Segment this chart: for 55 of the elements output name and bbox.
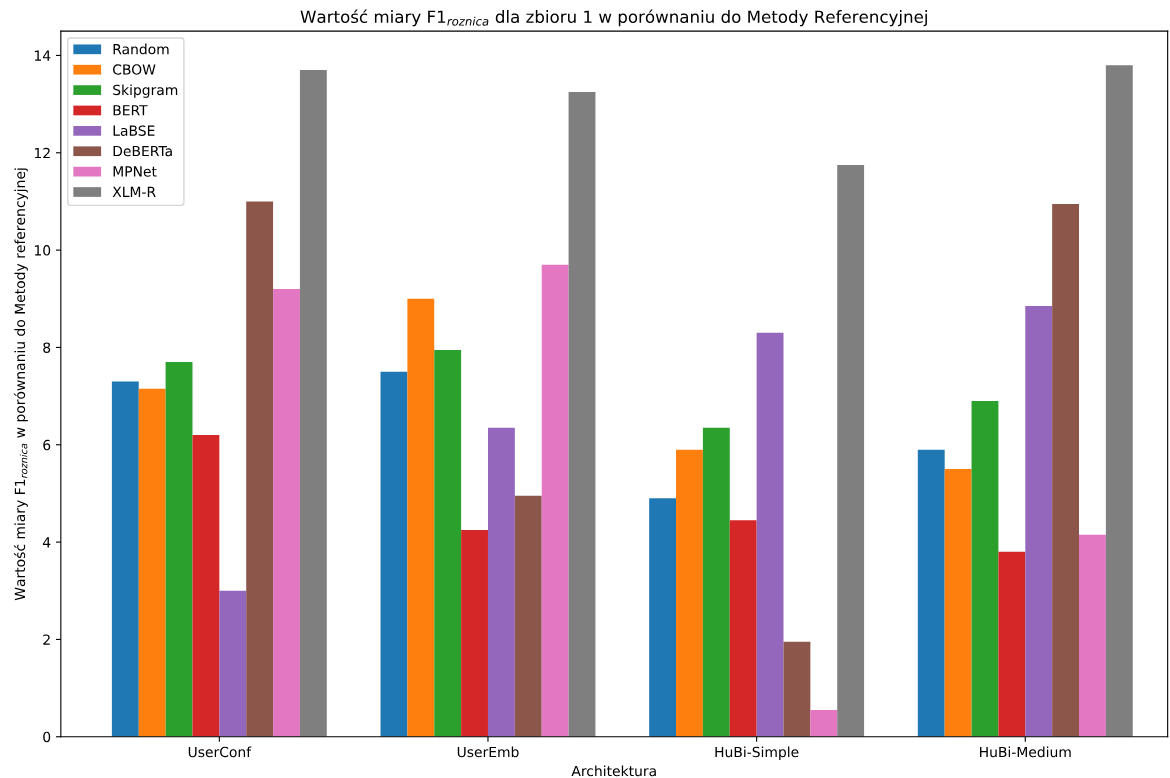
bar	[756, 332, 784, 737]
bar	[514, 495, 542, 737]
bar	[1052, 203, 1080, 737]
x-tick-label: UserEmb	[457, 746, 519, 758]
y-tick-label: 12	[34, 147, 50, 159]
legend-label: MPNet	[113, 166, 157, 177]
x-tick-label: UserConf	[188, 746, 252, 758]
bar	[192, 435, 220, 737]
bar	[971, 400, 999, 737]
x-axis-title: Architektura	[571, 765, 656, 777]
bar	[138, 388, 166, 737]
bar	[541, 264, 569, 737]
bar	[568, 91, 596, 737]
bar	[380, 371, 408, 737]
y-tick-label: 10	[34, 245, 51, 256]
bar	[1079, 534, 1106, 737]
bar	[702, 427, 730, 737]
bar	[1105, 65, 1133, 737]
bar	[487, 427, 515, 737]
legend-label: Skipgram	[113, 84, 178, 98]
bar	[783, 641, 811, 737]
chart-title: Wartość miary F1$_{roznica}$ dla zbioru 1 w porównaniu do Metody Referencyjnej	[300, 9, 927, 27]
bar	[461, 529, 488, 737]
y-tick-label: 4	[42, 537, 51, 548]
bar	[676, 449, 703, 737]
y-tick-label: 0	[43, 731, 51, 743]
bar	[434, 349, 462, 737]
x-tick-label: HuBi-Medium	[980, 746, 1071, 758]
bar	[1025, 306, 1053, 737]
y-tick-label: 2	[43, 634, 50, 645]
y-tick-label: 6	[43, 439, 51, 451]
bar	[165, 362, 193, 737]
legend-label: CBOW	[113, 64, 156, 75]
bar	[837, 164, 865, 737]
legend-label: DeBERTa	[113, 145, 172, 157]
bar	[729, 520, 757, 737]
bar	[273, 289, 300, 737]
x-tick-label: HuBi-Simple	[715, 746, 799, 760]
y-axis-title: Wartość miary F1$_{roznica}$ w porównaniu do Metody referencyjnej	[13, 168, 28, 601]
bar	[407, 298, 435, 737]
bar	[998, 551, 1026, 737]
y-tick-label: 8	[43, 342, 51, 353]
bar	[219, 590, 247, 737]
legend-label: Random	[113, 43, 169, 55]
legend-label: LaBSE	[113, 125, 155, 136]
bar	[246, 201, 274, 737]
legend-label: BERT	[113, 105, 148, 116]
y-tick-label: 14	[34, 50, 51, 61]
bar	[299, 70, 327, 737]
bar	[917, 449, 945, 737]
bar	[810, 710, 838, 737]
bar	[944, 469, 972, 737]
bar	[649, 498, 677, 737]
bar	[111, 381, 139, 737]
legend-label: XLM-R	[112, 186, 156, 197]
